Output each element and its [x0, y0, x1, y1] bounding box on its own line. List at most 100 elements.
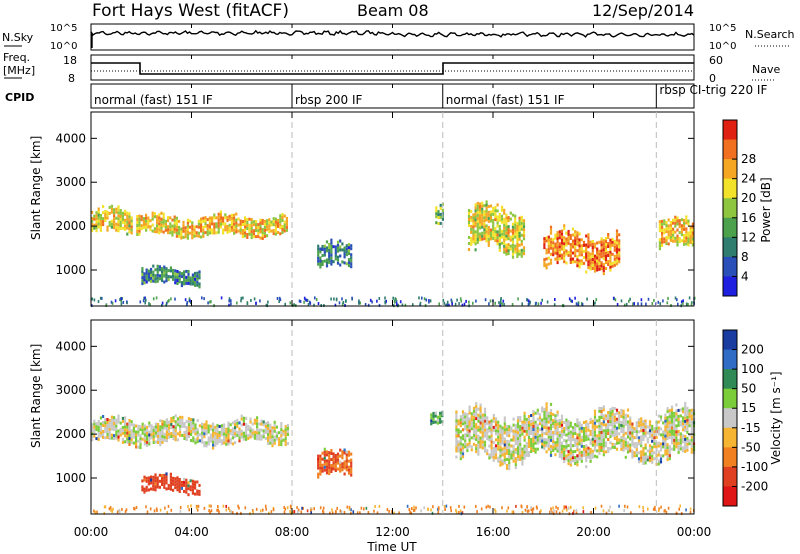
echo-cell: [274, 226, 277, 230]
echo-cell: [209, 424, 212, 428]
echo-cell: [162, 212, 165, 216]
echo-cell: [156, 479, 159, 483]
echo-cell: [137, 439, 140, 443]
echo-cell: [678, 225, 681, 229]
echo-cell: [322, 506, 325, 510]
echo-cell: [230, 216, 233, 220]
echo-cell: [138, 220, 141, 224]
echo-cell: [644, 425, 647, 429]
echo-cell: [126, 220, 129, 224]
echo-cell: [500, 298, 502, 302]
echo-cell: [310, 507, 313, 511]
echo-cell: [209, 427, 212, 431]
echo-cell: [239, 231, 242, 235]
echo-cell: [175, 234, 178, 238]
echo-cell: [629, 449, 632, 453]
echo-cell: [191, 224, 194, 228]
echo-cell: [690, 438, 693, 442]
echo-cell: [618, 426, 621, 430]
echo-cell: [117, 226, 120, 230]
echo-cell: [279, 298, 282, 302]
echo-cell: [556, 446, 559, 450]
power-y-label: Slant Range [km]: [29, 136, 43, 240]
echo-cell: [477, 449, 480, 453]
echo-cell: [664, 437, 667, 441]
echo-cell: [142, 223, 145, 226]
echo-cell: [690, 302, 693, 306]
echo-cell: [161, 434, 164, 438]
echo-cell: [679, 432, 682, 436]
echo-cell: [578, 244, 581, 248]
echo-cell: [501, 426, 504, 430]
echo-cell: [99, 216, 102, 220]
echo-cell: [623, 509, 625, 512]
echo-cell: [397, 303, 399, 307]
echo-cell: [190, 430, 193, 433]
echo-cell: [497, 420, 500, 424]
echo-cell: [571, 242, 575, 246]
echo-cell: [150, 424, 153, 428]
echo-cell: [445, 303, 447, 307]
echo-cell: [538, 440, 542, 444]
echo-cell: [558, 437, 561, 440]
echo-cell: [203, 441, 206, 445]
echo-cell: [659, 442, 663, 446]
echo-cell: [664, 431, 667, 435]
echo-cell: [600, 240, 603, 244]
echo-cell: [499, 439, 502, 443]
echo-cell: [111, 301, 114, 305]
echo-cell: [169, 478, 172, 482]
echo-cell: [178, 228, 181, 232]
echo-cell: [330, 458, 333, 461]
echo-cell: [684, 428, 687, 432]
echo-cell: [466, 425, 469, 429]
echo-cell: [343, 249, 346, 253]
echo-cell: [574, 429, 577, 432]
echo-cell: [505, 439, 509, 443]
echo-cell: [574, 450, 577, 453]
echo-cell: [668, 427, 671, 431]
echo-cell: [518, 228, 521, 232]
echo-cell: [547, 441, 550, 445]
echo-cell: [128, 437, 131, 440]
echo-cell: [516, 240, 519, 243]
echo-cell: [180, 272, 183, 276]
echo-cell: [269, 429, 272, 433]
echo-cell: [624, 431, 627, 435]
echo-cell: [119, 298, 121, 302]
echo-cell: [483, 446, 487, 450]
echo-cell: [673, 438, 676, 442]
echo-cell: [474, 248, 477, 252]
echo-cell: [332, 467, 335, 471]
echo-cell: [197, 231, 200, 235]
echo-cell: [547, 235, 550, 239]
echo-cell: [657, 459, 660, 463]
echo-cell: [281, 225, 284, 228]
echo-cell: [554, 453, 557, 457]
echo-cell: [623, 303, 626, 307]
echo-cell: [189, 479, 192, 483]
echo-cell: [600, 434, 603, 437]
echo-cell: [600, 437, 603, 440]
echo-cell: [507, 219, 510, 223]
echo-cell: [520, 251, 523, 255]
echo-cell: [334, 303, 337, 307]
echo-cell: [511, 252, 515, 256]
echo-cell: [593, 412, 597, 416]
echo-cell: [569, 433, 572, 437]
echo-cell: [637, 436, 641, 440]
echo-cell: [684, 410, 687, 414]
echo-cell: [339, 448, 342, 452]
echo-cell: [201, 434, 204, 438]
echo-cell: [278, 431, 281, 435]
echo-cell: [669, 238, 672, 242]
echo-cell: [108, 436, 111, 440]
echo-cell: [497, 426, 500, 430]
echo-cell: [211, 216, 214, 220]
echo-cell: [653, 433, 656, 437]
echo-cell: [205, 441, 208, 445]
echo-cell: [359, 511, 361, 515]
echo-cell: [684, 404, 687, 408]
echo-cell: [622, 412, 625, 416]
echo-cell: [662, 436, 665, 440]
